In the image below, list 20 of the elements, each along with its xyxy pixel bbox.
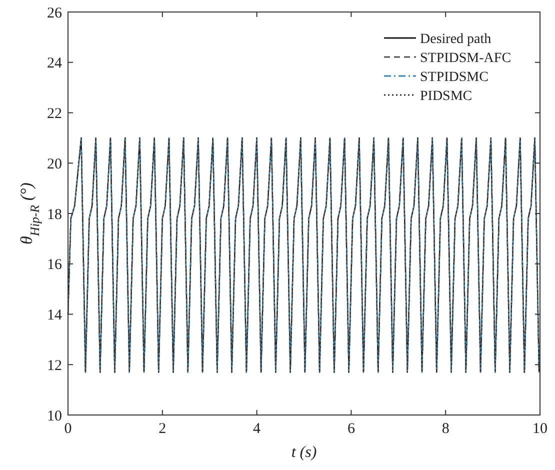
x-tick-label: 4 [253,421,262,437]
legend-label: STPIDSMC [420,70,488,85]
y-tick-label: 12 [47,358,62,374]
x-tick-label: 8 [442,421,450,437]
x-axis-title: t (s) [291,444,317,461]
y-tick-label: 16 [47,257,62,274]
legend-label: PIDSMC [420,88,472,104]
x-tick-label: 10 [532,421,548,437]
y-tick-label: 24 [47,56,62,72]
y-tick-label: 26 [47,5,62,22]
x-tick-label: 0 [64,421,72,437]
x-tick-label: 6 [347,421,356,437]
y-tick-label: 20 [47,156,62,172]
y-tick-label: 22 [47,106,62,122]
legend-label: Desired path [420,32,492,47]
legend-label: STPIDSM-AFC [420,50,512,66]
y-tick-label: 14 [47,308,62,324]
y-tick-label: 10 [47,408,62,424]
y-tick-label: 18 [47,206,62,223]
x-tick-label: 2 [158,421,166,437]
